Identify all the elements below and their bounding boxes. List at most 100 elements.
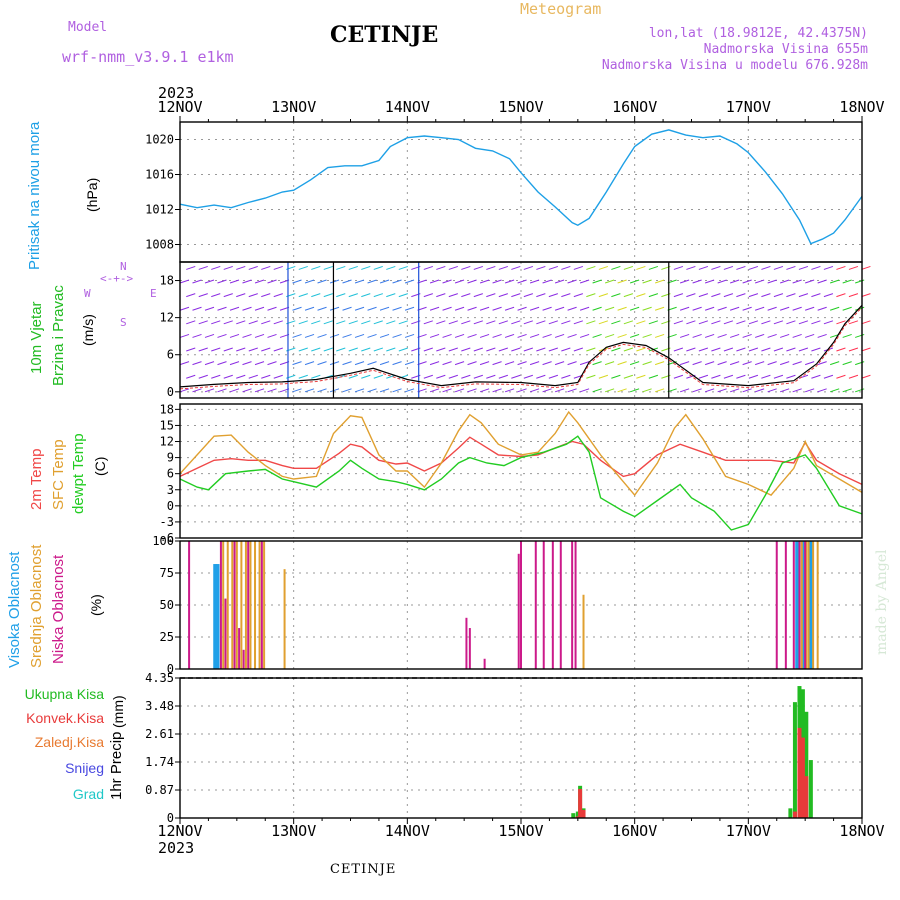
- wind-barb: [792, 388, 802, 393]
- wind-barb: [648, 374, 659, 379]
- wind-barb: [217, 306, 227, 311]
- wind-barb: [542, 279, 552, 284]
- wind-barb: [367, 279, 377, 284]
- wind-barb: [830, 279, 840, 284]
- wind-barb: [517, 361, 527, 366]
- cloud-low-bar: [520, 541, 522, 669]
- wind-barb: [717, 279, 727, 284]
- wind-barb: [267, 388, 277, 393]
- wind-barb: [348, 265, 358, 270]
- wind-barb: [336, 293, 346, 298]
- wind-barb: [198, 293, 208, 298]
- wind-barb: [373, 347, 383, 352]
- wind-barb: [254, 388, 265, 393]
- wind-barb: [636, 347, 646, 352]
- wind-barb: [211, 374, 221, 379]
- precip-conv-bar: [797, 727, 802, 818]
- wind-barb: [654, 361, 665, 366]
- wind-barb: [336, 320, 346, 325]
- wind-barb: [436, 347, 446, 352]
- wind-barb: [198, 265, 208, 270]
- wind-barb: [386, 320, 396, 325]
- x-tick-label: 15NOV: [498, 98, 543, 116]
- wind-barb: [192, 361, 202, 366]
- wind-barb: [773, 265, 784, 270]
- wind-barb: [429, 333, 440, 338]
- compass-rose: <-+->: [100, 272, 134, 285]
- wind-barb: [442, 388, 452, 393]
- cloud-low-bar: [233, 541, 236, 669]
- wind-barb: [511, 374, 521, 379]
- wind-barb: [479, 333, 490, 338]
- wind-barb: [617, 306, 627, 311]
- wind-barb: [704, 333, 715, 338]
- wind-barb: [367, 361, 377, 366]
- wind-barb: [192, 279, 202, 284]
- precip-total-bar: [804, 711, 809, 818]
- wind-barb: [567, 361, 577, 366]
- wind-barb: [311, 293, 321, 298]
- wind-barb: [342, 279, 352, 284]
- cloud-low-bar: [260, 541, 263, 669]
- wind-barb: [592, 306, 602, 311]
- wind-barb: [529, 279, 540, 284]
- wind-barb: [673, 374, 684, 379]
- pressure-line: [179, 129, 863, 245]
- wind-barb: [511, 293, 521, 298]
- wind-barb: [367, 388, 377, 393]
- wind-barb: [404, 306, 415, 311]
- wind-barb: [773, 347, 784, 352]
- legend-total: Ukupna Kisa: [24, 686, 104, 702]
- cloud-low-bar: [534, 541, 537, 669]
- panel-frame: [179, 403, 863, 539]
- wind-barb: [767, 388, 777, 393]
- wind-barb: [192, 388, 202, 393]
- wind-barb: [236, 293, 246, 298]
- cloud-mid-bar: [222, 541, 225, 669]
- wind-barb: [729, 361, 740, 366]
- wind-barb: [217, 388, 227, 393]
- wind-barb: [217, 279, 227, 284]
- wind-barb: [679, 388, 690, 393]
- wind-barb: [586, 293, 596, 298]
- wind-barb: [761, 347, 771, 352]
- wind-barb: [442, 333, 452, 338]
- wind-barb: [673, 347, 684, 352]
- wind-barb: [454, 279, 465, 284]
- wind-barb: [479, 361, 490, 366]
- wind-barb: [511, 265, 521, 270]
- wind-barb: [736, 374, 746, 379]
- wind-barb: [604, 306, 615, 311]
- wind-barb: [579, 361, 590, 366]
- wind-barb: [629, 388, 640, 393]
- wind-barb: [704, 279, 715, 284]
- precip-total-bar: [575, 811, 580, 818]
- wind-barb: [704, 361, 715, 366]
- wind-barb: [598, 293, 609, 298]
- wind-barb: [229, 306, 240, 311]
- wind-barb: [786, 320, 796, 325]
- wind-barb: [842, 333, 852, 338]
- wind-barb: [423, 374, 433, 379]
- wind-barb: [192, 306, 202, 311]
- wind-barb: [723, 347, 734, 352]
- wind-barb: [623, 320, 634, 325]
- wind-barb: [792, 361, 802, 366]
- wind-barb: [217, 361, 227, 366]
- wind-barb: [629, 306, 640, 311]
- wind-barb: [373, 293, 383, 298]
- wind-barb: [179, 306, 190, 311]
- wind-barb: [348, 347, 358, 352]
- wind-barb: [573, 293, 584, 298]
- wind-barb: [342, 388, 352, 393]
- wind-barb: [436, 265, 446, 270]
- cloud-low-bar: [551, 541, 554, 669]
- x-tick-label: 13NOV: [271, 822, 316, 840]
- wind-barb: [592, 279, 602, 284]
- wind-barb: [204, 333, 215, 338]
- cloud-mid-bar: [805, 541, 808, 669]
- wind-barb: [561, 320, 571, 325]
- wind-barb: [861, 374, 871, 379]
- temp-dew-line: [179, 435, 863, 531]
- y-tick-label: 100: [152, 534, 174, 548]
